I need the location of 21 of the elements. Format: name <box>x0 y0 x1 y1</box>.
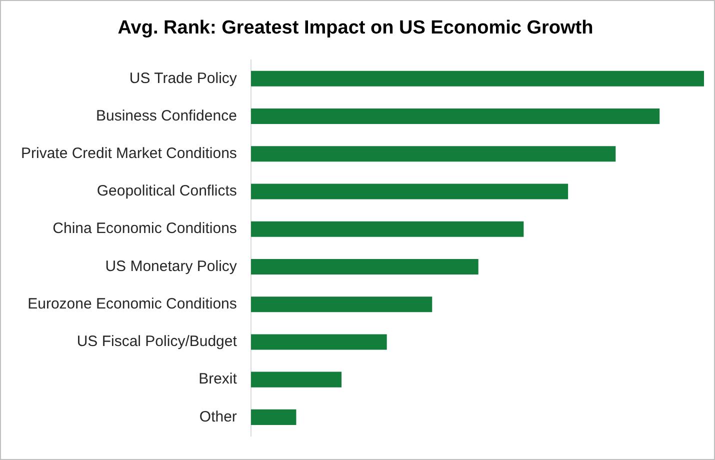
bar <box>250 146 616 162</box>
bar <box>250 409 296 425</box>
y-tick-label: US Trade Policy <box>129 70 238 87</box>
y-tick-label: US Monetary Policy <box>105 258 238 275</box>
bar <box>250 296 432 312</box>
y-tick-label: Private Credit Market Conditions <box>20 144 237 162</box>
y-tick-label: China Economic Conditions <box>52 220 237 238</box>
bar <box>250 108 660 124</box>
y-tick-label: Other <box>199 408 237 426</box>
y-tick-label: Eurozone Economic Conditions <box>28 295 237 312</box>
bar <box>250 221 524 237</box>
y-tick-label: Geopolitical Conflicts <box>96 182 237 200</box>
bar <box>250 334 387 350</box>
y-tick-label: US Fiscal Policy/Budget <box>76 333 238 350</box>
bar <box>250 184 568 200</box>
bar <box>250 372 342 388</box>
chart-title: Avg. Rank: Greatest Impact on US Economic Growth <box>118 18 594 39</box>
y-tick-label: Brexit <box>198 370 238 388</box>
bar <box>250 70 704 86</box>
bar <box>250 258 478 274</box>
y-tick-label: Business Confidence <box>96 107 237 124</box>
